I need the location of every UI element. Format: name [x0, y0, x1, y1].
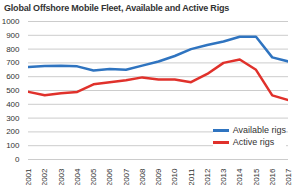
svg-text:2007: 2007: [122, 168, 131, 185]
svg-text:2005: 2005: [89, 168, 98, 185]
svg-text:800: 800: [6, 45, 20, 54]
html-text:Available rigs: Available rigs: [232, 125, 286, 135]
svg-text:0: 0: [15, 155, 20, 164]
svg-text:400: 400: [6, 100, 20, 109]
svg-text:2003: 2003: [57, 168, 66, 185]
svg-text:200: 200: [6, 127, 20, 136]
svg-text:300: 300: [6, 114, 20, 123]
html-text:Global Offshore Mobile Fleet,: Global Offshore Mobile Fleet, Available …: [4, 3, 230, 13]
svg-text:2012: 2012: [203, 168, 212, 185]
svg-text:2016: 2016: [268, 168, 277, 185]
svg-text:2014: 2014: [235, 168, 244, 185]
svg-text:2015: 2015: [252, 168, 261, 185]
svg-text:2013: 2013: [219, 168, 228, 185]
svg-text:2017: 2017: [284, 168, 293, 185]
svg-text:2002: 2002: [40, 168, 49, 185]
svg-text:500: 500: [6, 86, 20, 95]
svg-text:2009: 2009: [154, 168, 163, 185]
svg-text:2001: 2001: [24, 168, 33, 185]
svg-text:2010: 2010: [170, 168, 179, 185]
svg-text:100: 100: [6, 141, 20, 150]
svg-text:700: 700: [6, 58, 20, 67]
svg-text:1000: 1000: [2, 17, 20, 26]
svg-text:2011: 2011: [187, 168, 196, 185]
svg-text:900: 900: [6, 31, 20, 40]
svg-text:2008: 2008: [138, 168, 147, 185]
html-text:Active rigs: Active rigs: [232, 137, 275, 147]
svg-text:2006: 2006: [105, 168, 114, 185]
svg-text:2004: 2004: [73, 168, 82, 185]
svg-text:600: 600: [6, 72, 20, 81]
